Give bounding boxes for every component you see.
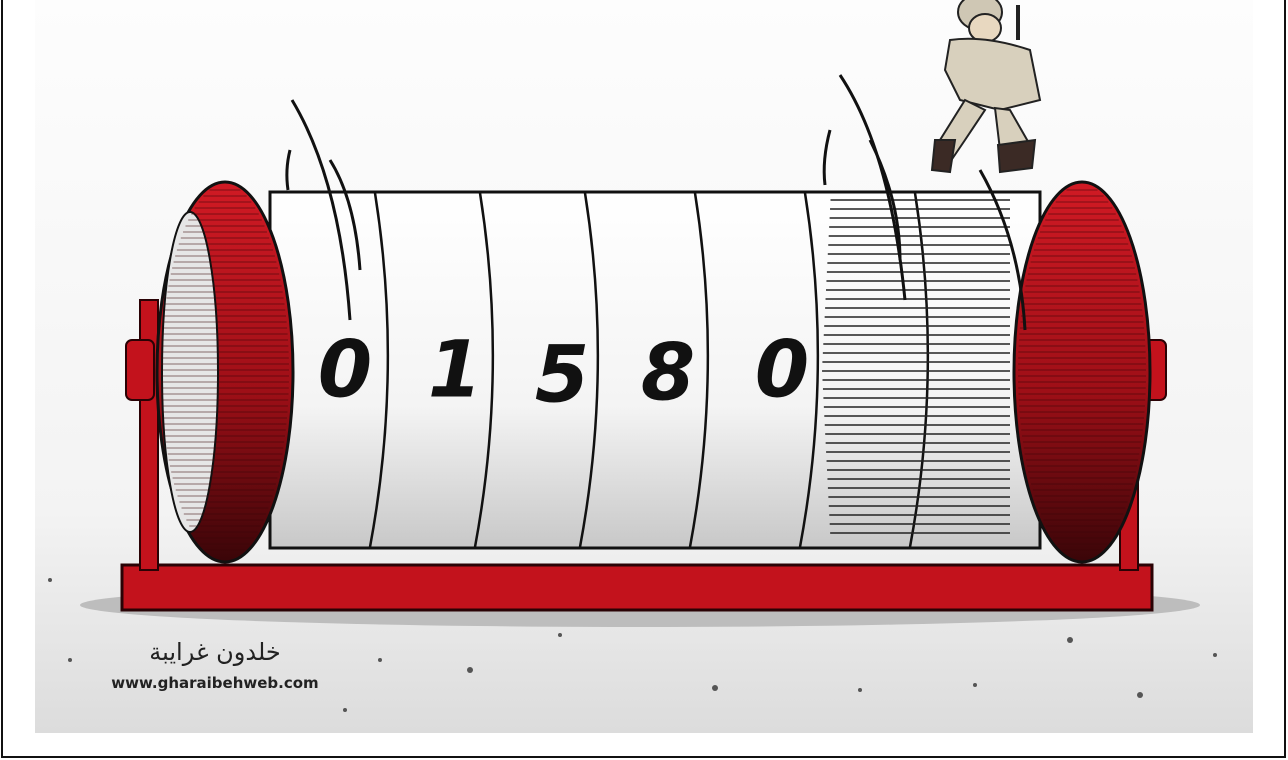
- signature-name: خلدون غرايبة: [149, 638, 280, 666]
- counter-digit: 8: [641, 328, 695, 418]
- page: 0 1 5 8 0 خلدون غرايبة www.gharaibehweb.…: [0, 0, 1288, 760]
- right-cap: [1014, 182, 1150, 562]
- counter-digit: 0: [318, 325, 372, 415]
- counter-digit: 1: [428, 325, 482, 415]
- axle: [126, 340, 154, 400]
- base: [122, 565, 1152, 610]
- counter-digit: 0: [755, 325, 809, 415]
- cartoon: 0 1 5 8 0 خلدون غرايبة www.gharaibehweb.…: [0, 0, 1288, 760]
- counter-digit: 5: [535, 330, 589, 420]
- signature-url: www.gharaibehweb.com: [111, 674, 318, 692]
